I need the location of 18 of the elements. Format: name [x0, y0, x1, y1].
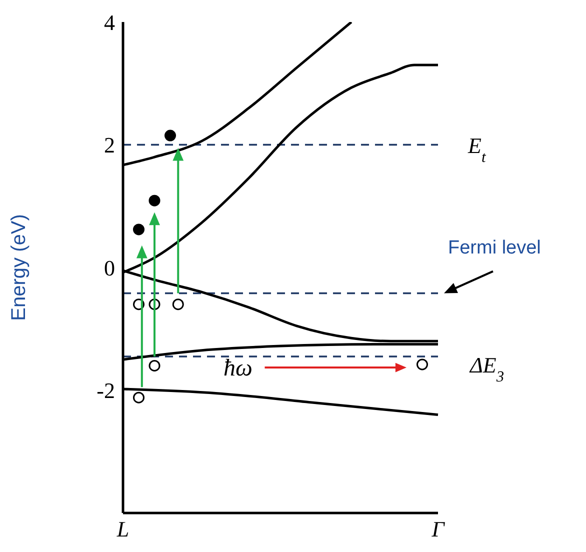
point	[148, 360, 160, 372]
point	[148, 194, 160, 206]
point	[172, 298, 184, 310]
x-tick-label: L	[116, 516, 130, 542]
y-tick-label: 0	[104, 255, 115, 280]
y-axis-title: Energy (eV)	[8, 214, 30, 321]
y-tick-label: -2	[96, 378, 115, 404]
ref-line-label: Fermi level	[448, 237, 541, 258]
x-tick-label: Γ	[430, 516, 446, 542]
ref-line-label: E$_{t}$	[467, 132, 486, 166]
annotation: ħω	[223, 356, 252, 382]
point	[133, 392, 144, 404]
point	[133, 224, 144, 236]
y-tick-label: 4	[104, 10, 115, 35]
y-tick-label: 2	[104, 132, 115, 158]
point	[416, 358, 428, 370]
ref-line-label: ΔE$_{3}$	[469, 352, 504, 385]
point	[164, 130, 176, 142]
